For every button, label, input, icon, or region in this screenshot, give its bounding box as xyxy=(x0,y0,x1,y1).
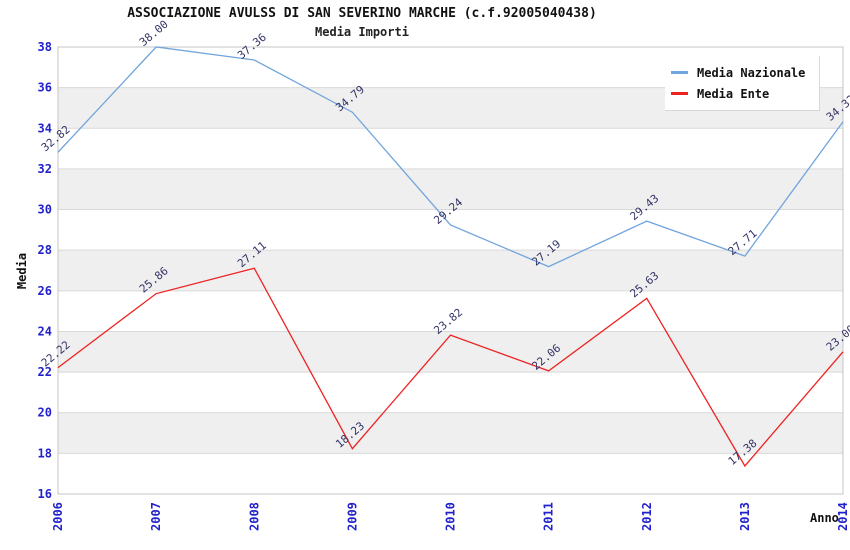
x-tick-label: 2013 xyxy=(738,502,752,531)
legend-swatch-red-line-icon xyxy=(671,92,688,95)
chart-subtitle: Media Importi xyxy=(315,25,409,39)
band-row xyxy=(58,168,843,210)
chart-title: ASSOCIAZIONE AVULSS DI SAN SEVERINO MARC… xyxy=(127,6,597,21)
x-tick-label: 2008 xyxy=(247,502,261,531)
x-tick-label: 2007 xyxy=(149,502,163,531)
y-tick-label: 16 xyxy=(38,487,52,501)
legend-swatch-blue-line-icon xyxy=(671,71,688,74)
y-tick-label: 32 xyxy=(38,162,52,176)
x-tick-label: 2010 xyxy=(444,502,458,531)
point-label: 37.36 xyxy=(235,31,269,62)
y-tick-label: 26 xyxy=(38,284,52,298)
band-row xyxy=(58,331,843,373)
x-tick-label: 2011 xyxy=(542,502,556,531)
chart-header: ASSOCIAZIONE AVULSS DI SAN SEVERINO MARC… xyxy=(0,0,724,39)
y-tick-label: 20 xyxy=(38,406,52,420)
y-tick-label: 22 xyxy=(38,365,52,379)
x-tick-label: 2006 xyxy=(51,502,65,531)
x-tick-label: 2012 xyxy=(640,502,654,531)
y-tick-label: 18 xyxy=(38,446,52,460)
legend: Media Nazionale Media Ente xyxy=(665,56,820,111)
y-tick-label: 36 xyxy=(38,81,52,95)
legend-label: Media Nazionale xyxy=(697,65,806,80)
plot-frame xyxy=(57,46,844,495)
x-tick-label: 2014 xyxy=(836,502,850,531)
y-tick-label: 38 xyxy=(38,40,52,54)
y-tick-label: 24 xyxy=(38,324,52,338)
legend-label: Media Ente xyxy=(697,86,770,101)
legend-item-media-ente: Media Ente xyxy=(671,83,819,104)
band-row xyxy=(58,250,843,291)
x-tick-label: 2009 xyxy=(345,502,359,531)
y-tick-label: 30 xyxy=(38,203,52,217)
x-axis-title: Anno xyxy=(810,511,839,525)
series-line-media-ente xyxy=(57,267,844,468)
y-tick-label: 28 xyxy=(38,243,52,257)
point-label: 38.00 xyxy=(137,18,171,49)
y-tick-label: 34 xyxy=(38,121,52,135)
legend-item-media-nazionale: Media Nazionale xyxy=(671,62,819,83)
series-line-media-nazionale xyxy=(57,46,844,268)
band-row xyxy=(58,412,843,454)
